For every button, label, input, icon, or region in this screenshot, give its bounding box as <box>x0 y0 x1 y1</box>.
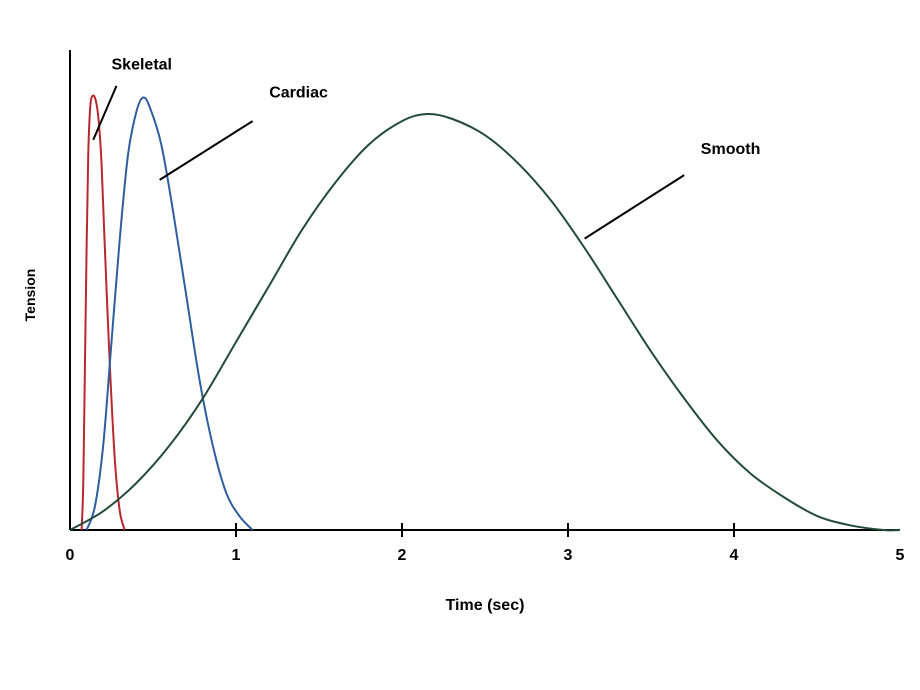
x-tick-label: 1 <box>232 547 241 564</box>
leader-line <box>93 86 116 140</box>
chart-series-group <box>70 96 900 531</box>
leader-line <box>585 175 685 238</box>
x-axis-title: Time (sec) <box>446 597 525 614</box>
series-smooth <box>70 114 900 530</box>
chart-labels-group: Skeletal Cardiac Smooth <box>93 56 760 238</box>
x-tick-label: 3 <box>564 547 573 564</box>
x-tick-label: 2 <box>398 547 407 564</box>
series-skeletal <box>82 96 125 530</box>
muscle-tension-chart: 0 1 2 3 4 5 Tension Time (sec) Skeletal Cardia… <box>0 0 920 690</box>
y-axis-title: Tension <box>22 269 38 322</box>
x-tick-label: 5 <box>896 547 905 564</box>
x-tick-label: 0 <box>66 547 75 564</box>
series-cardiac <box>87 97 253 530</box>
series-label-skeletal: Skeletal <box>112 56 172 73</box>
leader-line <box>160 121 253 180</box>
x-tick-label: 4 <box>730 547 739 564</box>
series-label-smooth: Smooth <box>701 141 761 158</box>
series-label-cardiac: Cardiac <box>269 85 328 102</box>
